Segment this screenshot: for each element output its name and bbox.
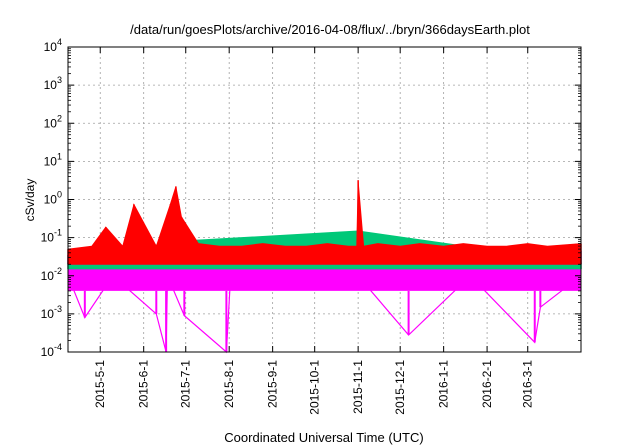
y-tick-label: 101 bbox=[44, 151, 62, 168]
x-tick-label: 2015-11-1 bbox=[351, 360, 365, 414]
y-tick-label: 10-3 bbox=[41, 304, 62, 321]
y-tick-label: 102 bbox=[44, 113, 62, 130]
series-line bbox=[67, 274, 582, 354]
y-axis-label: cSv/day bbox=[23, 179, 37, 222]
x-tick-label: 2016-2-1 bbox=[480, 360, 494, 408]
chart-title: /data/run/goesPlots/archive/2016-04-08/f… bbox=[130, 22, 530, 37]
x-tick-label: 2015-9-1 bbox=[266, 360, 280, 408]
series-area bbox=[67, 180, 582, 265]
x-tick-label: 2015-6-1 bbox=[137, 360, 151, 408]
y-tick-label: 10-1 bbox=[41, 228, 62, 245]
grid bbox=[68, 47, 581, 352]
series-layer bbox=[67, 180, 582, 354]
y-axis: 10-4 10-3 10-2 10-1 100 101 102 103 104 bbox=[41, 37, 581, 359]
y-tick-label: 104 bbox=[44, 37, 62, 54]
x-axis-label: Coordinated Universal Time (UTC) bbox=[224, 430, 423, 445]
y-tick-label: 103 bbox=[44, 75, 62, 92]
y-tick-label: 10-2 bbox=[41, 266, 62, 283]
x-tick-label: 2015-7-1 bbox=[179, 360, 193, 408]
x-tick-label: 2015-10-1 bbox=[308, 360, 322, 415]
x-tick-label: 2016-3-1 bbox=[521, 360, 535, 408]
x-tick-label: 2016-1-1 bbox=[437, 360, 451, 408]
x-tick-label: 2015-8-1 bbox=[222, 360, 236, 408]
x-tick-label: 2015-12-1 bbox=[393, 360, 407, 415]
y-tick-label: 10-4 bbox=[41, 342, 62, 359]
x-tick-label: 2015-5-1 bbox=[93, 360, 107, 408]
y-tick-label: 100 bbox=[44, 190, 62, 207]
x-axis: 2015-5-1 2015-6-1 2015-7-1 2015-8-1 2015-9-1… bbox=[93, 47, 535, 415]
